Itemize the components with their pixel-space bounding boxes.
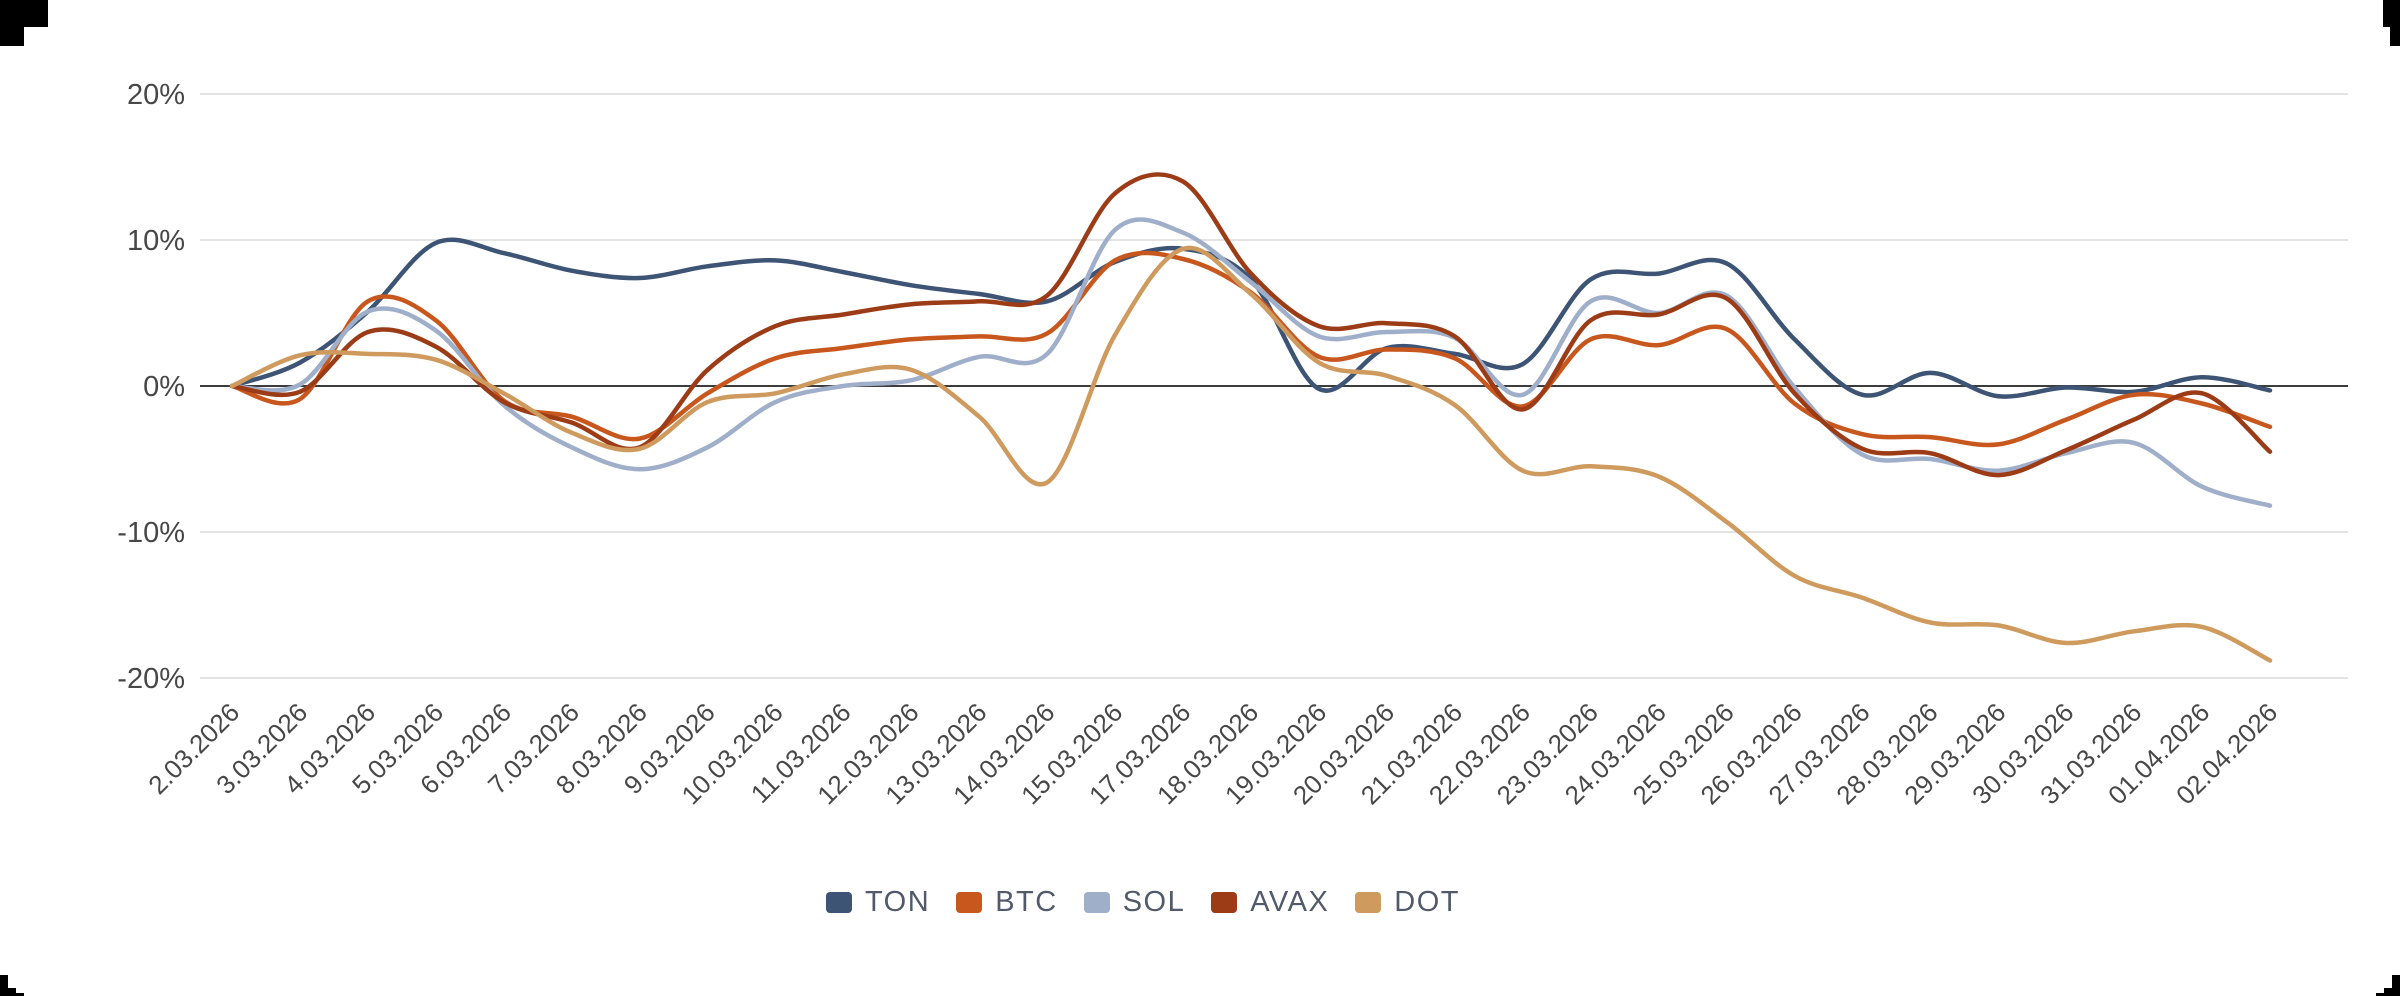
y-tick-label: 0% [143, 371, 185, 403]
legend-label: SOL [1122, 886, 1186, 918]
series-line-ton [229, 237, 2273, 399]
legend-swatch-btc [956, 892, 983, 913]
y-tick-label: -20% [117, 663, 185, 695]
y-tick-label: -10% [117, 517, 185, 549]
series-line-sol [229, 217, 2273, 508]
legend-label: TON [864, 886, 931, 918]
corner-mark-top-right [2383, 0, 2400, 46]
legend-swatch-dot [1355, 892, 1382, 913]
series-line-dot [229, 245, 2273, 663]
legend-swatch-ton [825, 892, 852, 913]
y-tick-label: 20% [127, 79, 185, 111]
corner-mark-bottom-right [2376, 975, 2400, 996]
chart-legend: TON BTC SOL AVAX DOT [825, 886, 1460, 918]
legend-swatch-sol [1083, 892, 1110, 913]
legend-swatch-avax [1211, 892, 1238, 913]
legend-label: BTC [995, 886, 1058, 918]
legend-item-avax[interactable]: AVAX [1211, 888, 1329, 917]
legend-label: AVAX [1250, 886, 1330, 918]
corner-mark-bottom-left [0, 975, 24, 996]
corner-mark-top-left [0, 0, 48, 46]
legend-item-btc[interactable]: BTC [956, 888, 1058, 917]
y-tick-label: 10% [127, 225, 185, 257]
legend-item-sol[interactable]: SOL [1083, 886, 1186, 918]
legend-label: DOT [1394, 886, 1461, 918]
legend-item-ton[interactable]: TON [825, 886, 931, 918]
series-line-avax [229, 172, 2273, 478]
legend-item-dot[interactable]: DOT [1355, 888, 1460, 917]
